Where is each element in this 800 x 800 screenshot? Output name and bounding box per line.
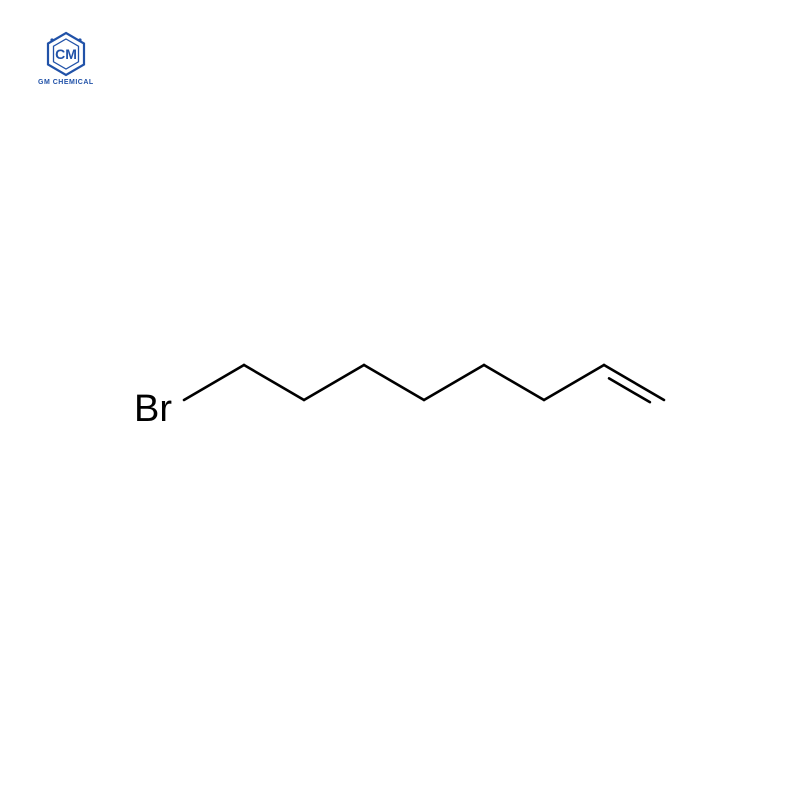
atom-label-br: Br [134,390,172,428]
molecule-structure [0,0,800,800]
